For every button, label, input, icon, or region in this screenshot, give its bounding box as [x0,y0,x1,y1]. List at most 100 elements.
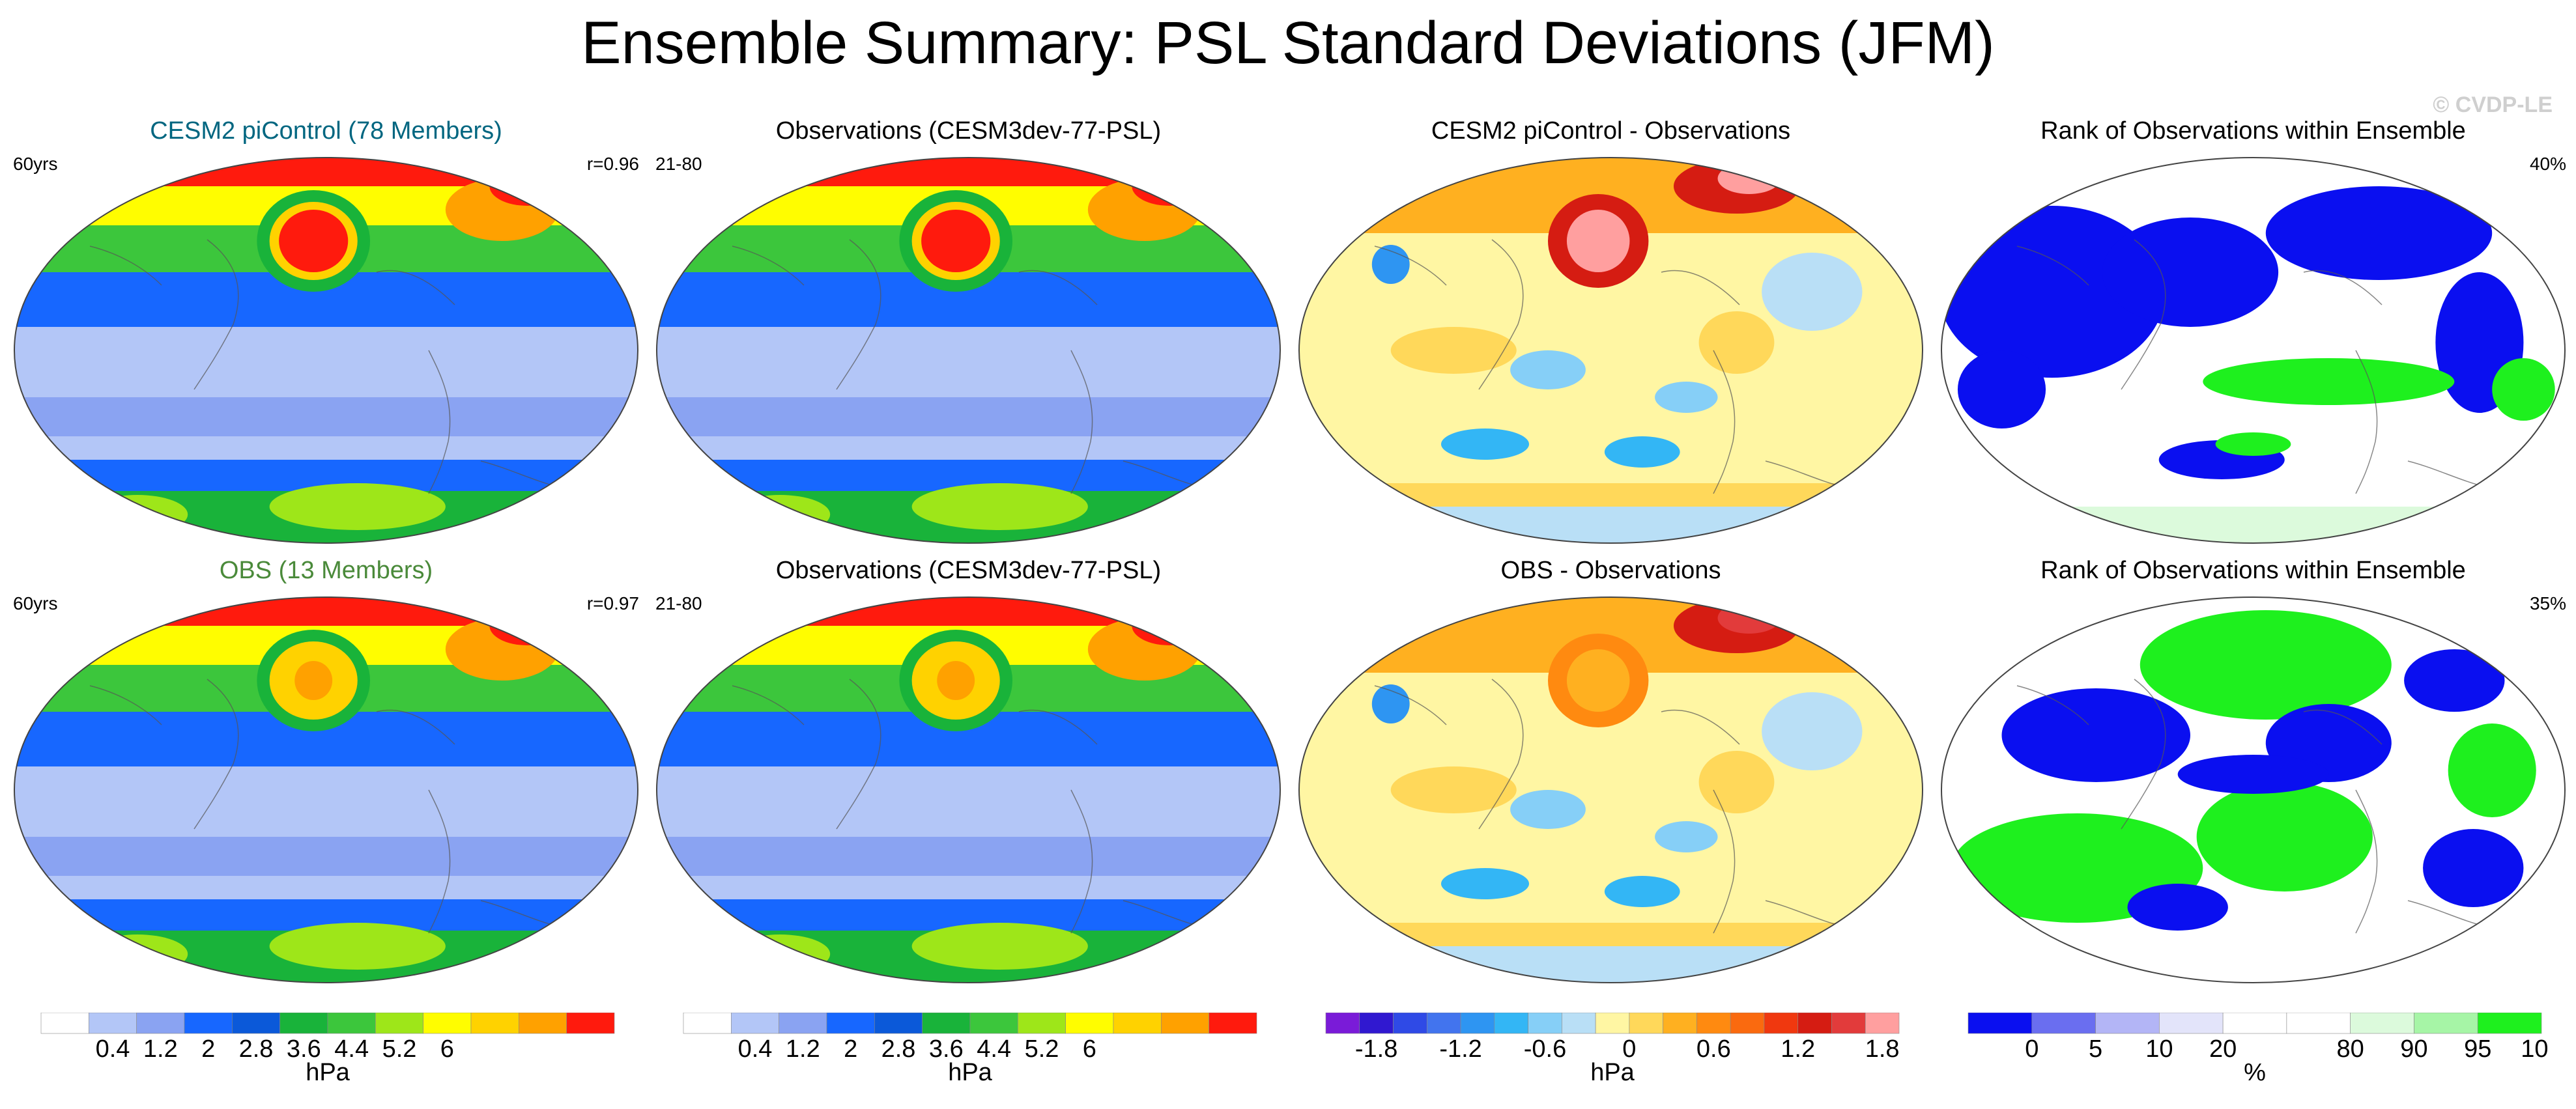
coastline [836,679,881,830]
colorbar-swatch [1764,1013,1799,1034]
colorbar-swatch [2350,1013,2414,1034]
coastline [193,679,239,830]
colorbar-swatch [1865,1013,1900,1034]
map-contour-region [1566,649,1630,712]
coastline [1374,246,1447,286]
colorbar-swatch [1730,1013,1765,1034]
global-map [14,157,638,544]
map-contour-region [1655,821,1718,852]
map-contour-region [1941,507,2565,543]
colorbar-swatch [1426,1013,1461,1034]
colorbar-tick-label: 80 [2337,1035,2364,1063]
colorbar-tick-label: -0.6 [1524,1035,1566,1063]
map-contour-region [489,606,565,645]
global-map [656,157,1281,544]
coastline [732,246,805,286]
panel-title: OBS (13 Members) [219,557,433,584]
map-panel: OBS - Observations [1296,557,1925,985]
figure-title: Ensemble Summary: PSL Standard Deviation… [581,10,1995,76]
colorbar-unit-label: hPa [948,1059,992,1084]
panel-period-label: 21-80 [655,593,702,613]
colorbar-swatch [1018,1013,1066,1034]
map-contour-region [657,597,1280,626]
map-contour-region [2423,829,2524,907]
colorbar-swatch [1831,1013,1866,1034]
global-map [1941,597,2566,983]
map-panel: Rank of Observations within Ensemble 40% [1939,117,2568,546]
colorbar: 0.4 1.2 2 2.8 3.6 4.4 5.2 6 hPa [40,1013,615,1084]
map-contour-region [87,495,188,534]
colorbar-swatch [232,1013,280,1034]
map-contour-region [445,178,559,241]
coastline [1478,239,1524,390]
coastline [1478,679,1524,830]
colorbar-swatch [327,1013,376,1034]
colorbar-tick-label: 2.8 [239,1035,274,1063]
panel-title: Rank of Observations within Ensemble [2040,557,2466,584]
coastline [2303,709,2383,745]
colorbar-swatch [566,1013,615,1034]
colorbar-swatch [1161,1013,1209,1034]
colorbar-swatch [2286,1013,2351,1034]
colorbar-swatch [2222,1013,2287,1034]
colorbar-swatch [375,1013,423,1034]
map-outline [1941,597,2566,983]
colorbar-tick-label: 0.4 [96,1035,130,1063]
global-map [1298,597,1923,983]
colorbar-tick-label: 5 [2089,1035,2102,1063]
map-contour-region [1566,210,1630,272]
colorbar-swatch [89,1013,137,1034]
map-contour-region [1390,766,1517,813]
map-contour-region [2001,688,2190,782]
map-contour-region [911,483,1088,530]
colorbar-swatch [1359,1013,1394,1034]
colorbar-tick-label: 2 [201,1035,215,1063]
colorbar-swatch [519,1013,567,1034]
global-map [1941,157,2566,544]
colorbar-swatch [1797,1013,1832,1034]
colorbar-swatch [2095,1013,2160,1034]
map-outline [656,597,1281,983]
colorbar-swatch [1663,1013,1697,1034]
coastline [89,685,162,725]
map-contour-region [1299,946,1923,983]
colorbar-tick-label: 3.6 [287,1035,321,1063]
colorbar-tick-label: 4.4 [977,1035,1011,1063]
colorbar-swatch [1528,1013,1562,1034]
watermark: © CVDP-LE [2433,92,2553,117]
colorbar: 0 5 10 20 80 90 95 100% [1968,1013,2548,1084]
colorbar-tick-label: 90 [2400,1035,2427,1063]
map-panel: Observations (CESM3dev-77-PSL) 21-80 [654,557,1283,985]
coastline [2016,685,2089,725]
map-contour-region [2177,755,2329,794]
panel-stat-label: 35% [2529,593,2566,613]
map-contour-region [1299,507,1923,543]
coastline [376,709,455,745]
global-map [1298,157,1923,544]
map-contour-region [445,618,559,681]
panel-title: Observations (CESM3dev-77-PSL) [775,117,1162,145]
colorbar-tick-label: 3.6 [929,1035,964,1063]
coastline [1070,789,1093,934]
colorbar-tick-label: -1.2 [1439,1035,1481,1063]
colorbar-swatch [922,1013,971,1034]
colorbar-tick-label: 0 [2025,1035,2039,1063]
coastline [2121,679,2166,830]
map-contour-region [269,923,446,970]
colorbar-swatch [1065,1013,1114,1034]
map-contour-region [14,837,638,876]
colorbar-tick-label: 0.6 [1696,1035,1731,1063]
colorbar-unit-label: hPa [306,1059,350,1084]
colorbar-swatch [779,1013,827,1034]
colorbar-unit-label: % [2244,1059,2266,1084]
coastline [1070,350,1093,494]
map-outline [1298,597,1923,983]
map-contour-region [2492,358,2555,421]
map-outline [14,597,638,983]
colorbar-tick-label: 20 [2209,1035,2237,1063]
map-contour-region [1132,167,1208,206]
map-contour-region [1510,350,1586,389]
colorbar-swatch [683,1013,732,1034]
panel-stat-label: 40% [2529,154,2566,174]
coastline [1018,709,1098,745]
